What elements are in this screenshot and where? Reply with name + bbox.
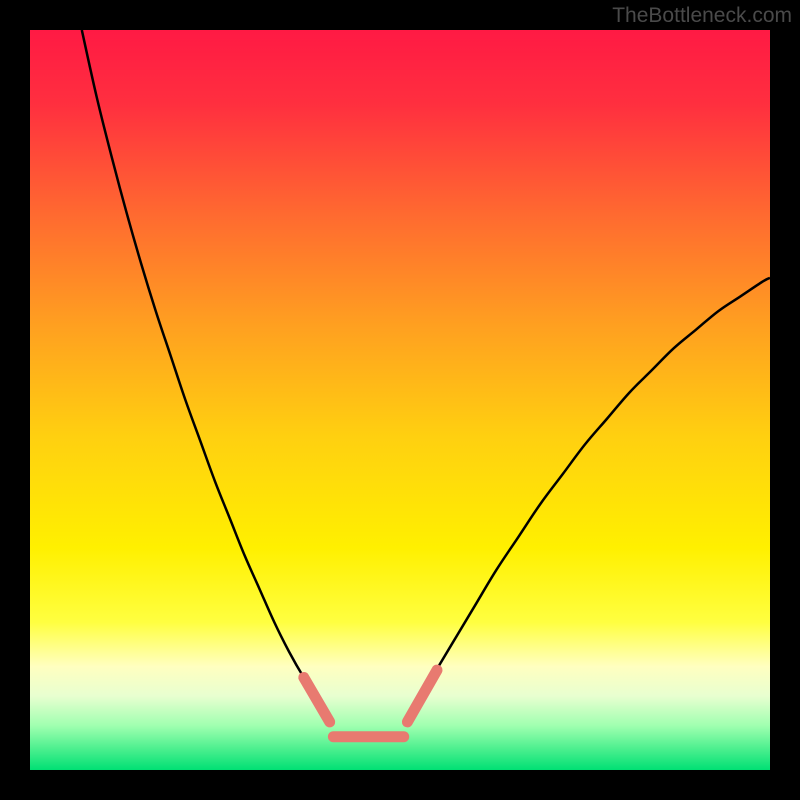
gradient-background: [30, 30, 770, 770]
watermark-text: TheBottleneck.com: [612, 4, 792, 28]
chart-svg: [30, 30, 770, 770]
bottleneck-chart: [30, 30, 770, 770]
